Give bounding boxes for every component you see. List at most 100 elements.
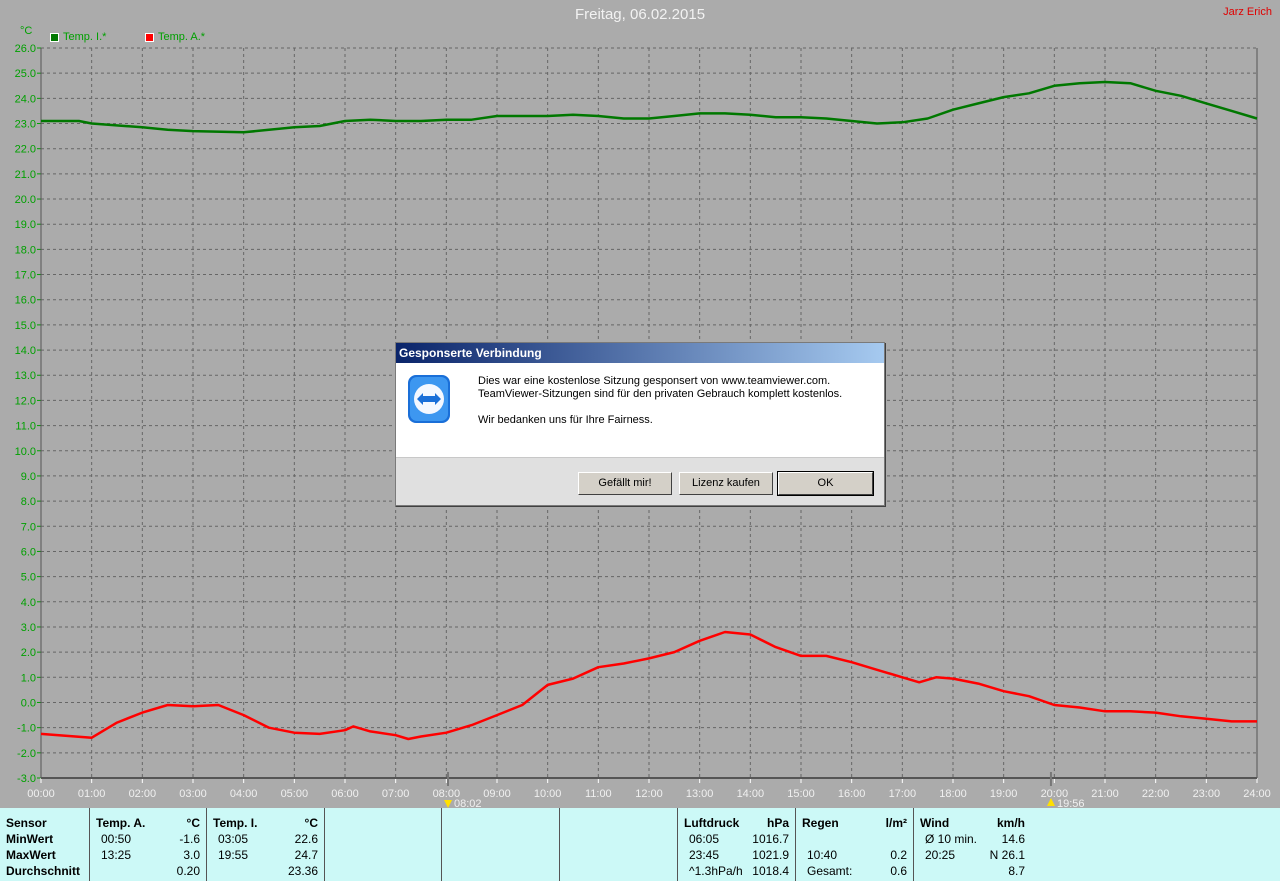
- stats-value: 0.6: [890, 864, 907, 878]
- stats-label: Regen: [802, 816, 839, 830]
- stats-row: Wind km/h: [914, 815, 1031, 831]
- y-tick-label: 3.0: [21, 622, 36, 634]
- ok-button[interactable]: OK: [777, 471, 874, 496]
- y-tick-label: -2.0: [17, 748, 36, 760]
- stats-label: Temp. A.: [96, 816, 146, 830]
- stats-value: l/m²: [885, 816, 907, 830]
- stats-label: Ø 10 min.: [925, 832, 978, 846]
- y-tick-label: 14.0: [15, 345, 36, 357]
- x-tick-label: 00:00: [27, 788, 55, 800]
- stats-value: 1016.7: [752, 832, 789, 846]
- stats-label: 06:05: [689, 832, 720, 846]
- stats-value: 0.2: [890, 848, 907, 862]
- stats-label: 03:05: [218, 832, 249, 846]
- stats-row: 19:55 24.7: [207, 847, 324, 863]
- y-tick-label: 17.0: [15, 270, 36, 282]
- x-tick-label: 19:00: [990, 788, 1018, 800]
- stats-column: [324, 808, 441, 881]
- x-tick-label: 20:00: [1041, 788, 1069, 800]
- stats-value: 0.20: [176, 864, 200, 878]
- stats-column: Wind km/h Ø 10 min. 14.6 20:25 N 26.1 8.7: [913, 808, 1031, 881]
- series-line-temp-outside: [40, 630, 1257, 741]
- stats-label: 20:25: [925, 848, 956, 862]
- stats-row: 23:45 1021.9: [678, 847, 795, 863]
- y-tick-label: 9.0: [21, 471, 36, 483]
- x-tick-label: 16:00: [838, 788, 866, 800]
- stats-value: °C: [186, 816, 200, 830]
- y-tick-label: 5.0: [21, 572, 36, 584]
- stats-row: 00:50 -1.6: [90, 831, 206, 847]
- stats-row: Regen l/m²: [796, 815, 913, 831]
- x-tick-label: 13:00: [686, 788, 714, 800]
- stats-value: 24.7: [294, 848, 318, 862]
- legend-label: Temp. A.*: [158, 31, 206, 43]
- stats-row: Durchschnitt: [0, 863, 89, 879]
- stats-column: Temp. I. °C 03:05 22.6 19:55 24.7 23.36: [206, 808, 324, 881]
- stats-value: -1.6: [179, 832, 200, 846]
- y-tick-label: 15.0: [15, 320, 36, 332]
- x-tick-label: 03:00: [179, 788, 207, 800]
- x-tick-label: 21:00: [1091, 788, 1119, 800]
- y-tick-label: 2.0: [21, 647, 36, 659]
- y-tick-label: 25.0: [15, 68, 36, 80]
- stats-label: 10:40: [807, 848, 838, 862]
- x-tick-label: 24:00: [1243, 788, 1271, 800]
- stats-label: Durchschnitt: [6, 864, 81, 878]
- x-tick-label: 18:00: [939, 788, 967, 800]
- y-tick-label: 19.0: [15, 219, 36, 231]
- y-tick-label: 4.0: [21, 597, 36, 609]
- stats-row: Gesamt: 0.6: [796, 863, 913, 879]
- y-tick-label: 21.0: [15, 169, 36, 181]
- x-tick-label: 17:00: [889, 788, 917, 800]
- stats-value: N 26.1: [989, 848, 1025, 862]
- stats-row: MinWert: [0, 831, 89, 847]
- sunrise-arrow-icon: [444, 800, 453, 808]
- stats-label: [802, 831, 807, 847]
- dialog-message-line: TeamViewer-Sitzungen sind für den privat…: [478, 388, 843, 400]
- stats-label: ^1.3hPa/h: [689, 864, 743, 878]
- stats-row: Ø 10 min. 14.6: [914, 831, 1031, 847]
- stats-value: 14.6: [1001, 832, 1025, 846]
- stats-column: [559, 808, 677, 881]
- stats-row: MaxWert: [0, 847, 89, 863]
- temperature-chart: 26.0 25.0 24.0 23.0 22.0 21.0 20.0 19.0 18.0 17.0…: [15, 43, 1271, 808]
- stats-label: Sensor: [6, 816, 47, 830]
- x-tick-label: 10:00: [534, 788, 562, 800]
- y-tick-label: -3.0: [17, 773, 36, 785]
- stats-row: Luftdruck hPa: [678, 815, 795, 831]
- teamviewer-logo-icon: [408, 375, 450, 423]
- dialog-title: Gesponserte Verbindung: [396, 343, 884, 363]
- x-tick-label: 01:00: [78, 788, 106, 800]
- stats-row: Temp. A. °C: [90, 815, 206, 831]
- y-tick-label: 7.0: [21, 521, 36, 533]
- y-tick-label: 12.0: [15, 395, 36, 407]
- y-tick-label: 13.0: [15, 370, 36, 382]
- stats-label: Gesamt:: [807, 864, 853, 878]
- stats-column: Sensor MinWert MaxWert Durchschnitt: [0, 808, 89, 881]
- y-tick-label: 11.0: [15, 421, 36, 433]
- x-tick-label: 23:00: [1193, 788, 1221, 800]
- stats-label: Wind: [920, 816, 950, 830]
- y-tick-label: 16.0: [15, 295, 36, 307]
- stats-column: Regen l/m² 10:40 0.2 Gesamt: 0.6: [795, 808, 913, 881]
- x-tick-label: 14:00: [737, 788, 765, 800]
- legend-item-inside: Temp. I.*: [50, 31, 106, 43]
- y-tick-label: 23.0: [15, 119, 36, 131]
- x-tick-label: 02:00: [129, 788, 157, 800]
- buy-license-button[interactable]: Lizenz kaufen: [679, 472, 773, 495]
- stats-value: 23.36: [287, 864, 318, 878]
- x-tick-label: 09:00: [483, 788, 511, 800]
- series-line-temp-inside: [41, 80, 1258, 134]
- y-tick-label: 24.0: [15, 93, 36, 105]
- x-tick-label: 22:00: [1142, 788, 1170, 800]
- sun-marker-label: 08:02: [454, 798, 482, 808]
- stats-row: 13:25 3.0: [90, 847, 206, 863]
- stats-column: Luftdruck hPa 06:05 1016.7 23:45 1021.9 ^1.3hP…: [677, 808, 795, 881]
- x-tick-label: 07:00: [382, 788, 410, 800]
- y-tick-label: 6.0: [21, 546, 36, 558]
- stats-row: Sensor: [0, 815, 89, 831]
- stats-row: 03:05 22.6: [207, 831, 324, 847]
- dialog-message-line: Dies war eine kostenlose Sitzung gespons…: [478, 375, 831, 387]
- sponsored-session-dialog: Gesponserte Verbindung Dies war eine kos…: [395, 342, 885, 506]
- like-button[interactable]: Gefällt mir!: [578, 472, 672, 495]
